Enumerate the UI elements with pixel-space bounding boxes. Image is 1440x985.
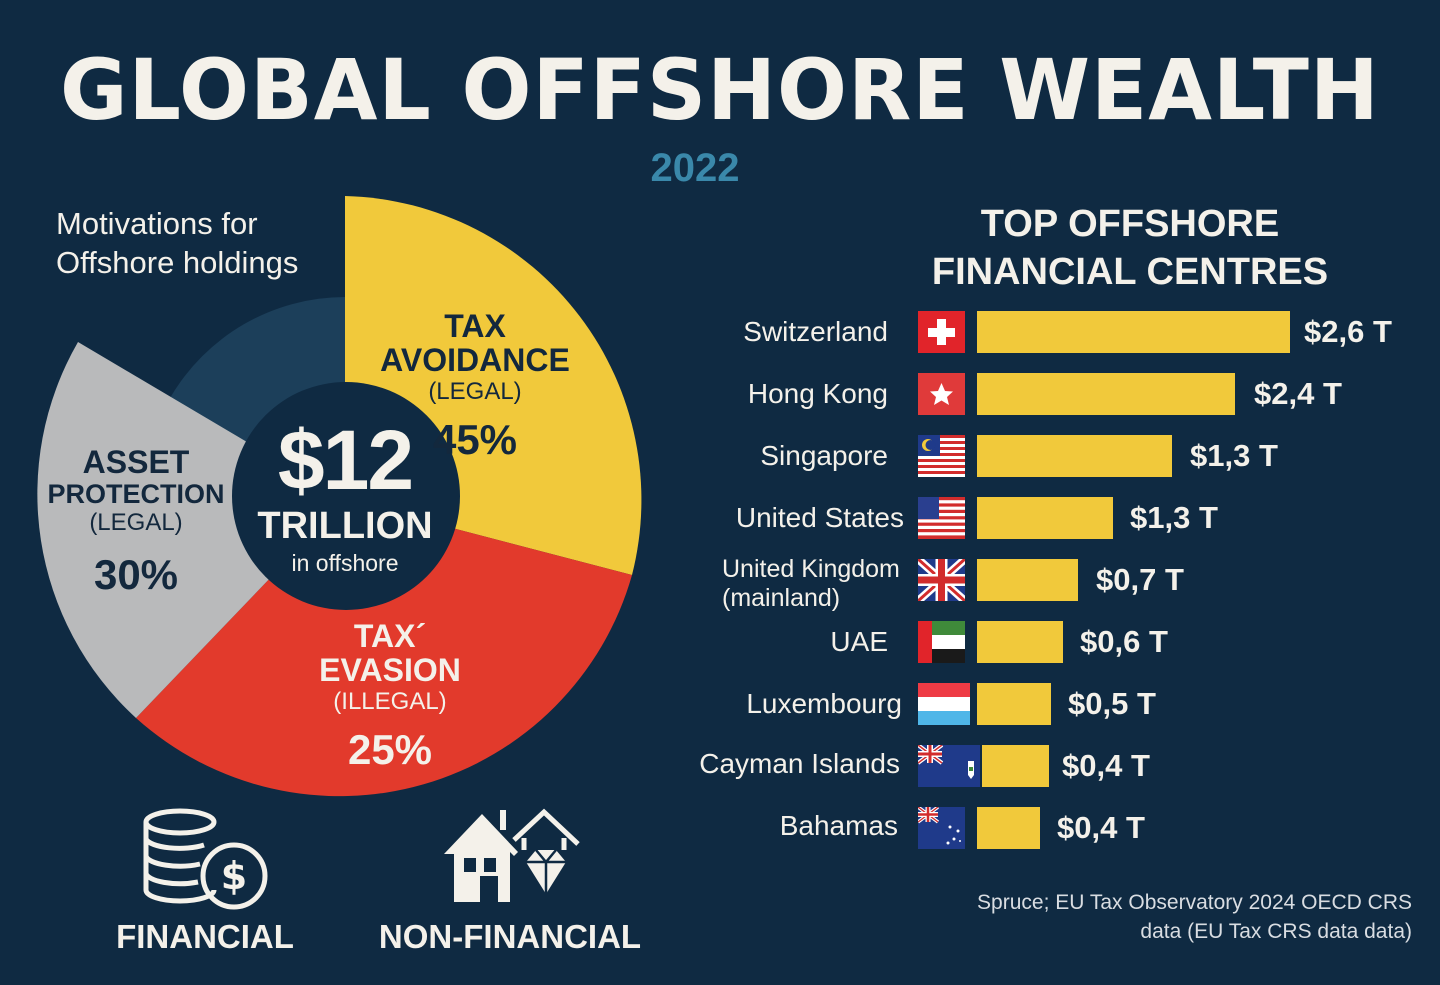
source-note: Spruce; EU Tax Observatory 2024 OECD CRS…: [892, 888, 1412, 946]
bahamas-flag-icon: [918, 807, 965, 849]
seg-qualifier: (LEGAL): [89, 508, 183, 536]
bar-row: Hong Kong $2,4 T: [0, 373, 1440, 417]
seg-qualifier: (LEGAL): [428, 378, 522, 406]
bar-row: Switzerland $2,6 T: [0, 311, 1440, 355]
pie-caption-line1: Motivations for: [56, 206, 258, 241]
source-line1: Spruce; EU Tax Observatory 2024 OECD CRS: [977, 891, 1412, 914]
seg-line1: ASSET: [82, 444, 190, 480]
bar-value: $0,4 T: [1062, 748, 1150, 783]
bar-row: Cayman Islands $0,4 T: [0, 745, 1440, 789]
bar: [982, 745, 1049, 787]
centres-title-line2: FINANCIAL CENTRES: [931, 251, 1329, 293]
total-amount: $12: [277, 413, 414, 507]
seg-line2: AVOIDANCE: [380, 341, 570, 378]
coins-dollar-icon: $: [143, 808, 268, 910]
pie-center-total: $12 TRILLION in offshore: [240, 418, 450, 577]
pie-segment-tax-evasion: [136, 500, 632, 797]
bar-value: $0,6 T: [1080, 624, 1168, 659]
motivations-pie-chart: [37, 196, 642, 797]
total-unit: TRILLION: [257, 505, 433, 547]
country-name: Bahamas: [779, 810, 898, 841]
country-name: United States: [735, 502, 904, 533]
bar-value: $1,3 T: [1130, 500, 1218, 535]
pie-center-hole: [232, 382, 460, 610]
country-name: Cayman Islands: [699, 748, 900, 779]
house-diamond-icon: [444, 808, 580, 902]
pie-caption: Motivations for Offshore holdings: [56, 204, 298, 282]
luxembourg-flag-icon: [918, 683, 970, 725]
country-name-line2: (mainland): [722, 584, 841, 612]
svg-text:$: $: [221, 854, 247, 898]
bar-value: $2,4 T: [1254, 376, 1342, 411]
bar: [977, 311, 1290, 353]
bar-value: $0,5 T: [1068, 686, 1156, 721]
bar: [977, 621, 1063, 663]
financial-label: FINANCIAL: [116, 918, 294, 955]
centres-title: TOP OFFSHORE FINANCIAL CENTRES: [880, 200, 1380, 296]
page-title: GLOBAL OFFSHORE WEALTH: [60, 41, 1380, 139]
bar: [977, 559, 1078, 601]
seg-pct: 25%: [347, 726, 433, 774]
hong-kong-flag-icon: [918, 373, 965, 415]
seg-line2: EVASION: [319, 651, 461, 688]
singapore-flag-icon: [918, 435, 965, 477]
bar-row: Singapore $1,3 T: [0, 435, 1440, 479]
switzerland-flag-icon: [918, 311, 965, 353]
country-name: Switzerland: [743, 316, 888, 347]
seg-pct: 45%: [432, 416, 518, 464]
seg-pct: 30%: [93, 551, 179, 599]
bar-row: UAE $0,6 T: [0, 621, 1440, 665]
cayman-flag-icon: [918, 745, 980, 787]
pie-segment-asset-protection: [37, 342, 345, 718]
bar: [977, 373, 1235, 415]
source-line2: data (EU Tax CRS data data): [1140, 920, 1412, 943]
usa-flag-icon: [918, 497, 965, 539]
bar-value: $2,6 T: [1304, 314, 1392, 349]
seg-line2: PROTECTION: [47, 478, 225, 509]
label-asset-protection: ASSET PROTECTION (LEGAL) 30%: [46, 444, 226, 599]
bar-value: $1,3 T: [1190, 438, 1278, 473]
uk-flag-icon: [918, 559, 965, 601]
seg-line1: TAX´: [353, 618, 427, 654]
country-name: Hong Kong: [747, 378, 888, 409]
country-name: UAE: [830, 626, 888, 657]
bar: [977, 807, 1040, 849]
country-name: Singapore: [760, 440, 888, 471]
total-sub: in offshore: [291, 549, 399, 576]
label-tax-evasion: TAX´ EVASION (ILLEGAL) 25%: [300, 618, 480, 774]
bar: [977, 497, 1113, 539]
seg-qualifier: (ILLEGAL): [333, 688, 447, 716]
centres-title-line1: TOP OFFSHORE: [980, 203, 1280, 245]
bar-value: $0,4 T: [1057, 810, 1145, 845]
bar-row: United States $1,3 T: [0, 497, 1440, 541]
uae-flag-icon: [918, 621, 965, 663]
bar-row: Bahamas $0,4 T: [0, 807, 1440, 851]
bar-row: Luxembourg $0,5 T: [0, 683, 1440, 727]
bar-value: $0,7 T: [1096, 562, 1184, 597]
country-name: Luxembourg: [746, 688, 902, 719]
bar: [977, 435, 1172, 477]
country-name: United Kingdom (mainland): [722, 555, 982, 613]
seg-line1: TAX: [444, 308, 506, 344]
year-subtitle: 2022: [650, 146, 740, 190]
bar-row: United Kingdom (mainland) $0,7 T: [0, 555, 1440, 612]
pie-caption-line2: Offshore holdings: [56, 245, 299, 280]
country-name-line1: United Kingdom: [722, 555, 900, 583]
label-tax-avoidance: TAX AVOIDANCE (LEGAL) 45%: [370, 308, 580, 464]
bar: [977, 683, 1051, 725]
non-financial-label: NON-FINANCIAL: [378, 918, 642, 955]
